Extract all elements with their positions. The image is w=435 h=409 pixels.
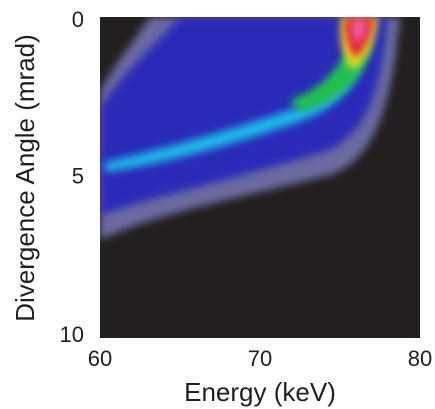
y-tick-label: 10 <box>60 322 84 347</box>
x-tick-label: 60 <box>88 346 112 371</box>
heat-mid <box>100 17 388 215</box>
heat-streak <box>105 60 360 172</box>
x-axis-label: Energy (keV) <box>184 377 336 407</box>
x-tick-label: 70 <box>248 346 272 371</box>
y-tick-label: 5 <box>72 163 84 188</box>
x-tick-label: 80 <box>408 346 432 371</box>
heat-peak <box>351 20 368 44</box>
y-tick-label: 0 <box>72 7 84 32</box>
y-axis-label: Divergence Angle (mrad) <box>10 34 40 322</box>
heatmap-image <box>100 17 400 240</box>
